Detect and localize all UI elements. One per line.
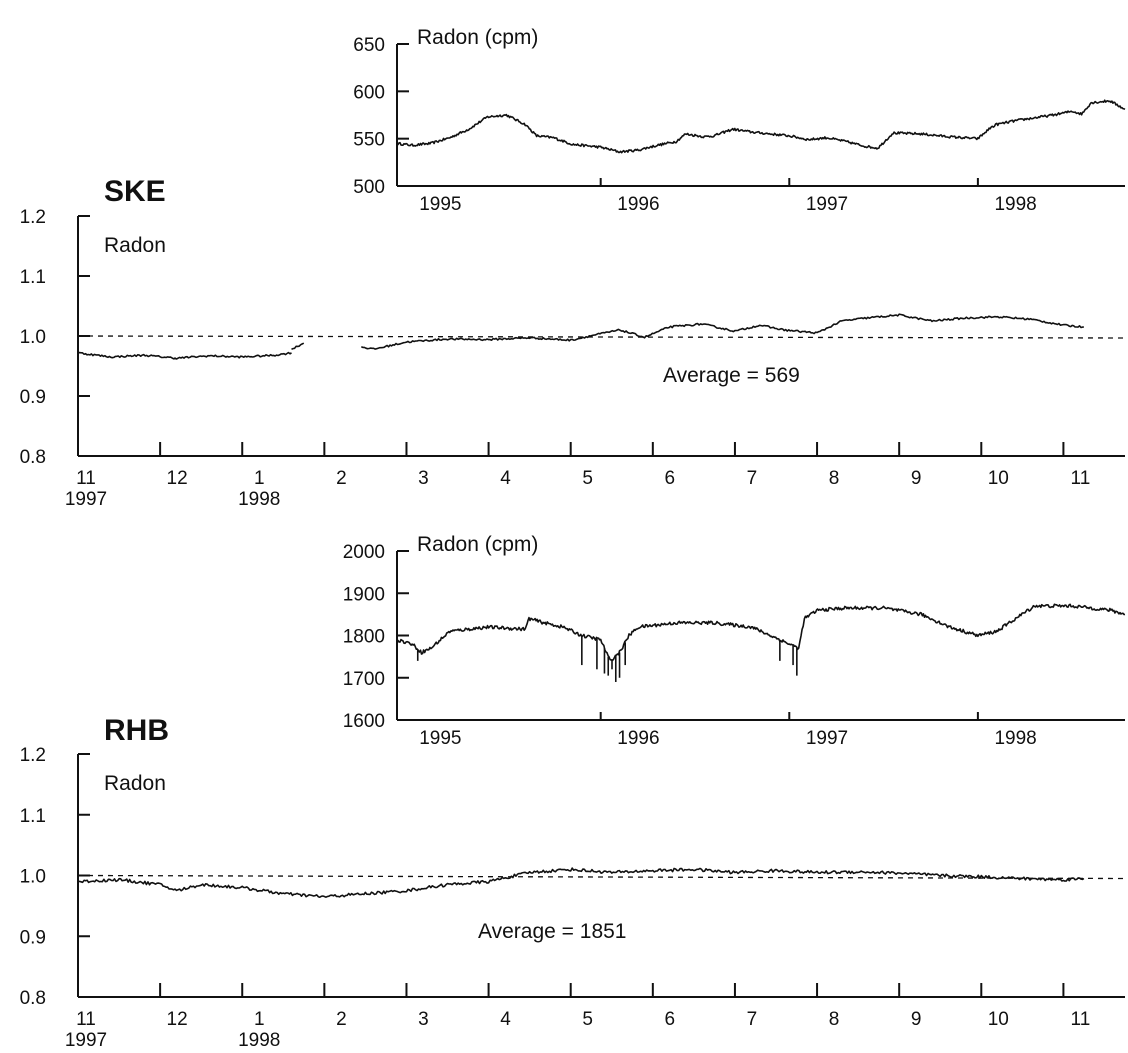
- ske_main-xtick-label: 5: [582, 468, 593, 489]
- ske_main-average-line: [77, 335, 1126, 339]
- rhb_main-xtick-label: 6: [665, 1009, 676, 1030]
- ske_main-series-line-segment-1: [77, 351, 292, 360]
- rhb_main-xtick-label: 4: [500, 1009, 511, 1030]
- ske_inset-xtick-label: 1998: [994, 194, 1036, 215]
- rhb_main-ytick-label: 1.2: [20, 745, 46, 766]
- ske_inset-xtick-label: 1996: [617, 194, 659, 215]
- rhb_inset-xtick-label: 1996: [617, 728, 659, 749]
- ske_inset-ytick-label: 600: [353, 82, 385, 103]
- rhb_inset-ytick-label: 1800: [343, 627, 385, 648]
- ske_inset-xtick-label: 1995: [419, 194, 461, 215]
- ske_inset-panel-label: Radon (cpm): [417, 26, 538, 49]
- ske_main-ytick-label: 1.0: [20, 327, 46, 348]
- rhb_inset-panel-label: Radon (cpm): [417, 533, 538, 556]
- ske_main-series-line-segment-2: [291, 342, 305, 350]
- ske_main-xtick-label: 6: [665, 468, 676, 489]
- rhb_inset-xtick-label: 1995: [419, 728, 461, 749]
- rhb_main-average-line: [77, 874, 1126, 880]
- rhb_main-xtick-label: 10: [988, 1009, 1009, 1030]
- ske_inset-ytick-label: 650: [353, 35, 385, 56]
- rhb_main-xtick-label: 11: [1071, 1009, 1091, 1030]
- rhb_inset-xtick-label: 1997: [806, 728, 848, 749]
- ske_main-xtick-label: 2: [336, 468, 347, 489]
- rhb_main-panel-label: Radon: [104, 772, 166, 795]
- rhb_main-series-line: [77, 867, 1085, 898]
- rhb_main-xtick-label: 1: [254, 1009, 265, 1030]
- rhb_main-ytick-label: 1.0: [20, 867, 46, 888]
- rhb-station-label: RHB: [104, 714, 169, 747]
- ske-station-label: SKE: [104, 175, 166, 208]
- ske_main-average-label: Average = 569: [663, 364, 800, 387]
- ske_main-xtick-label: 3: [418, 468, 429, 489]
- ske_main-xtick-label: 1: [254, 468, 265, 489]
- rhb_main-xtick-label: 11: [76, 1009, 96, 1030]
- rhb_main-xtick-label: 5: [582, 1009, 593, 1030]
- ske_main-series-line-segment-3: [361, 313, 1084, 350]
- ske_main-ytick-label: 0.9: [20, 387, 46, 408]
- rhb_main-average-label: Average = 1851: [478, 920, 627, 943]
- ske_inset-ytick-label: 550: [353, 130, 385, 151]
- ske_main-xtick-label: 12: [167, 468, 188, 489]
- ske_main-xtick-label: 8: [829, 468, 840, 489]
- ske_main-xtick-label: 10: [988, 468, 1009, 489]
- rhb_inset-ytick-label: 2000: [343, 542, 385, 563]
- rhb_main-xtick-sublabel: 1997: [65, 1030, 107, 1051]
- ske_main-ytick-label: 1.1: [20, 267, 46, 288]
- rhb_inset-series-line: [396, 603, 1126, 662]
- rhb_inset-ytick-label: 1900: [343, 584, 385, 605]
- rhb_main-xtick-sublabel: 1998: [238, 1030, 280, 1051]
- rhb_inset-ytick-label: 1600: [343, 711, 385, 732]
- rhb_main-ytick-label: 0.8: [20, 988, 46, 1009]
- rhb_inset-ytick-label: 1700: [343, 669, 385, 690]
- ske_inset-series-line: [396, 99, 1126, 154]
- rhb_main-ytick-label: 1.1: [20, 806, 46, 827]
- ske_main-xtick-sublabel: 1997: [65, 489, 107, 510]
- rhb_main-xtick-label: 8: [829, 1009, 840, 1030]
- rhb_main-ytick-label: 0.9: [20, 927, 46, 948]
- rhb_main-xtick-label: 12: [167, 1009, 188, 1030]
- ske_main-xtick-label: 11: [76, 468, 96, 489]
- ske_main-ytick-label: 1.2: [20, 207, 46, 228]
- ske_main-xtick-label: 9: [911, 468, 922, 489]
- ske_main-panel-label: Radon: [104, 234, 166, 257]
- ske_main-xtick-sublabel: 1998: [238, 489, 280, 510]
- ske_main-ytick-label: 0.8: [20, 447, 46, 468]
- rhb_inset-xtick-label: 1998: [994, 728, 1036, 749]
- ske_inset-ytick-label: 500: [353, 177, 385, 198]
- rhb_main-xtick-label: 2: [336, 1009, 347, 1030]
- rhb-inset-chart: 1600 1700 1800 1900 2000 1995 1996 1997 1998 Rado…: [343, 533, 1126, 749]
- rhb_main-xtick-label: 9: [911, 1009, 922, 1030]
- rhb_main-xtick-label: 7: [747, 1009, 758, 1030]
- ske_main-xtick-label: 4: [500, 468, 511, 489]
- ske_inset-xtick-label: 1997: [806, 194, 848, 215]
- rhb_main-xtick-label: 3: [418, 1009, 429, 1030]
- ske_main-xtick-label: 7: [747, 468, 758, 489]
- ske-inset-chart: 500 550 600 650 1995 1996 1997 1998 Radon (cpm): [353, 26, 1126, 215]
- ske_main-xtick-label: 11: [1071, 468, 1091, 489]
